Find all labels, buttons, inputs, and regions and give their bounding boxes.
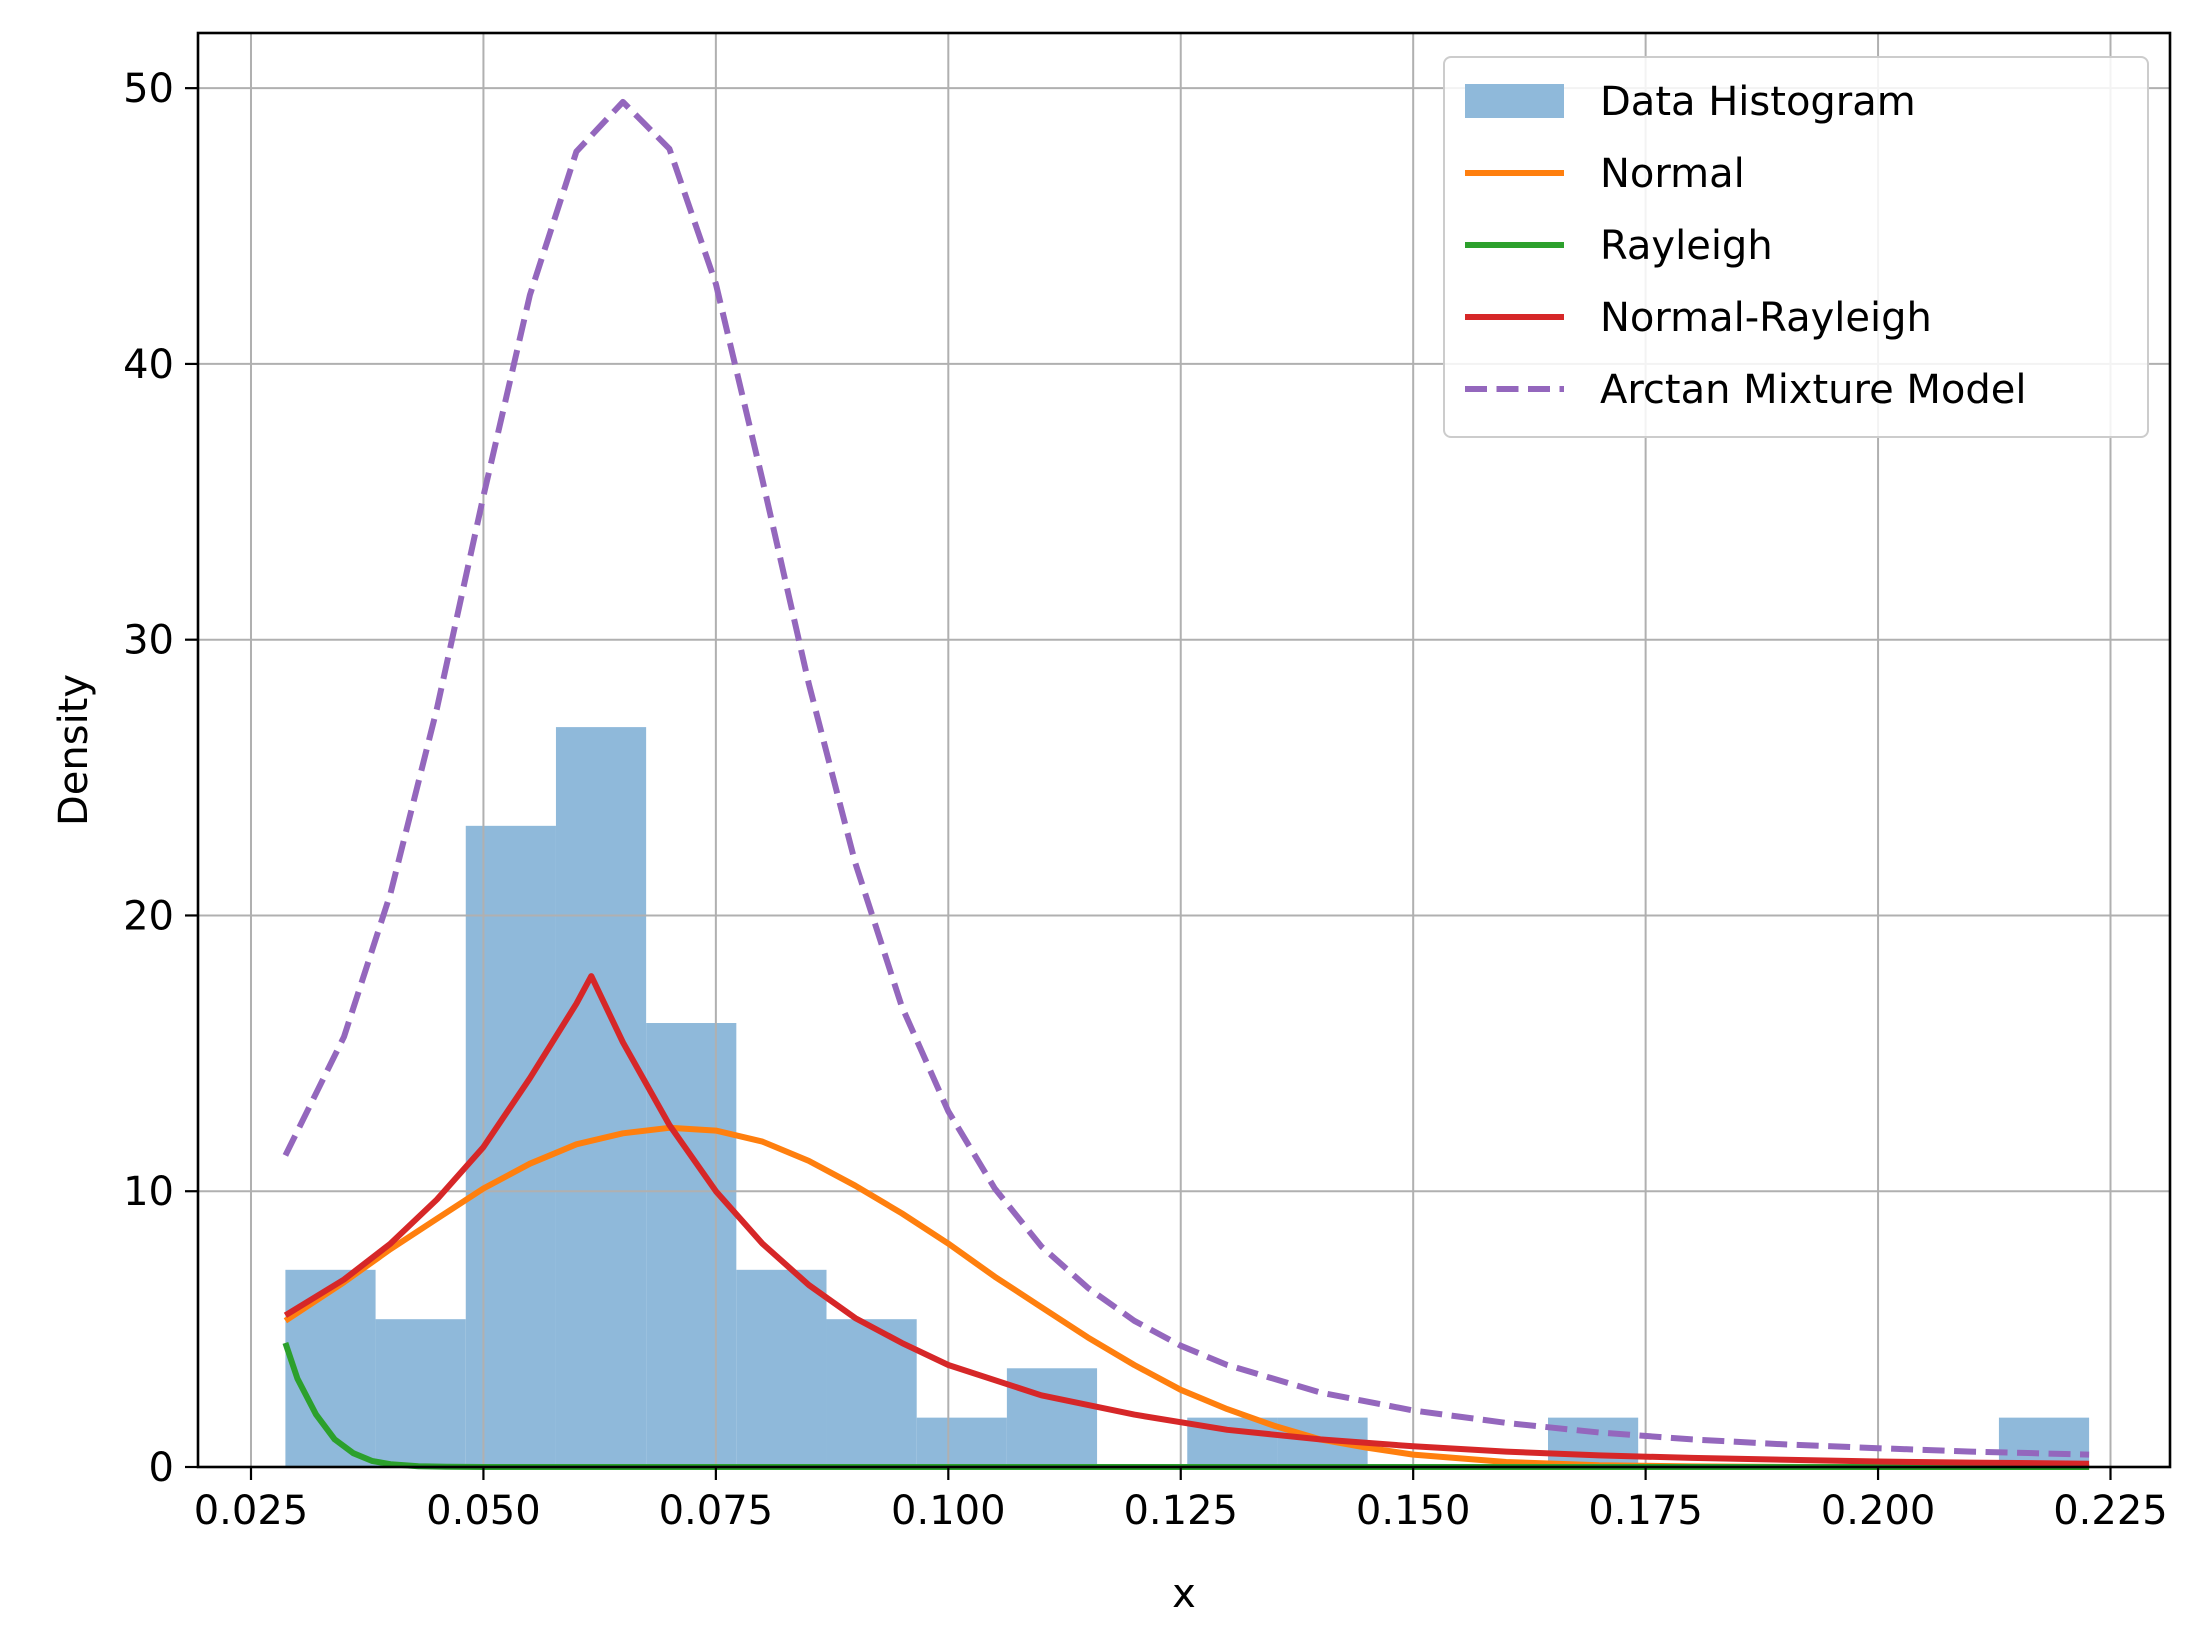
histogram-bar <box>375 1319 466 1467</box>
histogram-bar <box>555 727 647 1467</box>
y-tick-label: 50 <box>123 66 174 112</box>
histogram-bar <box>1547 1417 1639 1467</box>
histogram-bar <box>736 1269 827 1467</box>
y-tick-label: 20 <box>123 893 174 939</box>
x-axis-label: x <box>1172 1571 1196 1617</box>
x-tick-label: 0.175 <box>1588 1488 1703 1534</box>
legend: Data Histogram Normal Rayleigh Normal-Rayle… <box>1443 56 2149 438</box>
legend-box <box>1443 56 2149 438</box>
legend-label-rayleigh: Rayleigh <box>1600 223 1773 269</box>
legend-label-normal-rayleigh: Normal-Rayleigh <box>1600 295 1932 341</box>
histogram-bar <box>1006 1368 1098 1467</box>
x-axis-ticks: 0.025 0.050 0.075 0.100 0.125 0.150 0.175 0.200… <box>194 1467 2168 1534</box>
y-tick-label: 0 <box>149 1445 174 1491</box>
series-line-arctan-mixture-model <box>282 98 2090 1458</box>
x-tick-label: 0.125 <box>1123 1488 1238 1534</box>
y-axis-label: Density <box>51 674 97 826</box>
y-tick-label: 10 <box>123 1169 174 1215</box>
y-axis-ticks: 0 10 20 30 40 50 <box>123 66 198 1491</box>
y-tick-label: 40 <box>123 342 174 388</box>
x-tick-label: 0.150 <box>1356 1488 1471 1534</box>
x-tick-label: 0.025 <box>194 1488 309 1534</box>
histogram-bar <box>646 1023 737 1467</box>
histogram-bar <box>465 825 556 1467</box>
histogram-bar <box>1998 1417 2090 1467</box>
legend-label-arctan-mixture-model: Arctan Mixture Model <box>1600 367 2027 413</box>
legend-swatch-data-histogram <box>1465 84 1564 118</box>
legend-label-data-histogram: Data Histogram <box>1600 79 1916 125</box>
x-tick-label: 0.200 <box>1821 1488 1936 1534</box>
y-tick-label: 30 <box>123 618 174 664</box>
plot-frame <box>196 31 2172 1469</box>
x-tick-label: 0.100 <box>891 1488 1006 1534</box>
x-tick-label: 0.075 <box>659 1488 774 1534</box>
legend-label-normal: Normal <box>1600 151 1745 197</box>
histogram-bar <box>916 1417 1007 1467</box>
grid <box>198 33 2170 1468</box>
x-tick-label: 0.050 <box>426 1488 541 1534</box>
series-line-normal-rayleigh <box>283 973 2090 1467</box>
x-tick-label: 0.225 <box>2053 1488 2168 1534</box>
histogram-bars <box>285 727 2090 1467</box>
